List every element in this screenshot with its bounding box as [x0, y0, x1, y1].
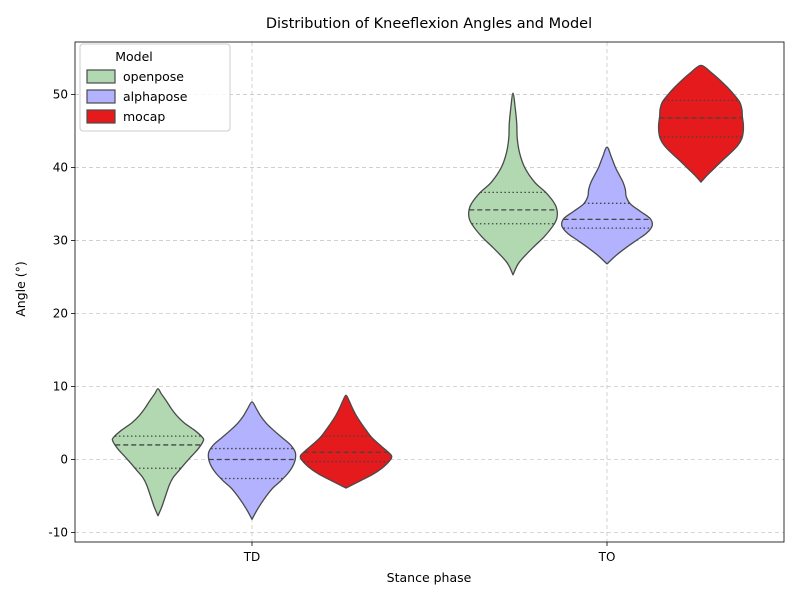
violin-body: [467, 92, 559, 276]
violin-body: [111, 388, 205, 517]
y-tick-label: 30: [53, 234, 68, 248]
y-tick-label: 10: [53, 380, 68, 394]
legend: Model openpose alphapose mocap: [79, 43, 231, 132]
legend-label-mocap: mocap: [123, 109, 165, 124]
violin-body: [657, 64, 745, 183]
violin-body: [207, 401, 297, 521]
violin-mocap-TD: [299, 394, 393, 489]
y-tick-label: 50: [53, 88, 68, 102]
axes-frame: [74, 41, 785, 543]
legend-swatch-alphapose: [86, 89, 116, 104]
violins: [111, 64, 745, 521]
legend-swatch-mocap: [86, 109, 116, 124]
legend-swatch-openpose: [86, 69, 116, 84]
violin-mocap-TO: [657, 64, 745, 183]
y-tick-label: 20: [53, 307, 68, 321]
y-tick-label: 0: [60, 453, 68, 467]
y-tick-label: 40: [53, 161, 68, 175]
violin-body: [560, 146, 654, 265]
legend-label-openpose: openpose: [123, 69, 184, 84]
violin-alphapose-TO: [560, 146, 654, 265]
x-axis-label: Stance phase: [387, 570, 472, 585]
violin-alphapose-TD: [207, 401, 297, 521]
x-tick-label: TO: [598, 550, 616, 564]
legend-title: Model: [115, 49, 153, 64]
violin-body: [299, 394, 393, 489]
x-tick-label: TD: [243, 550, 261, 564]
axis-ticks: -10 0 10 20 30 40 50 TD TO: [48, 88, 615, 564]
y-axis-label: Angle (°): [13, 261, 28, 317]
y-tick-label: -10: [48, 526, 68, 540]
violin-openpose-TD: [111, 388, 205, 517]
violin-openpose-TO: [467, 92, 559, 276]
legend-box: [79, 43, 231, 132]
chart-title: Distribution of Kneeflexion Angles and M…: [266, 16, 592, 32]
legend-label-alphapose: alphapose: [123, 89, 188, 104]
